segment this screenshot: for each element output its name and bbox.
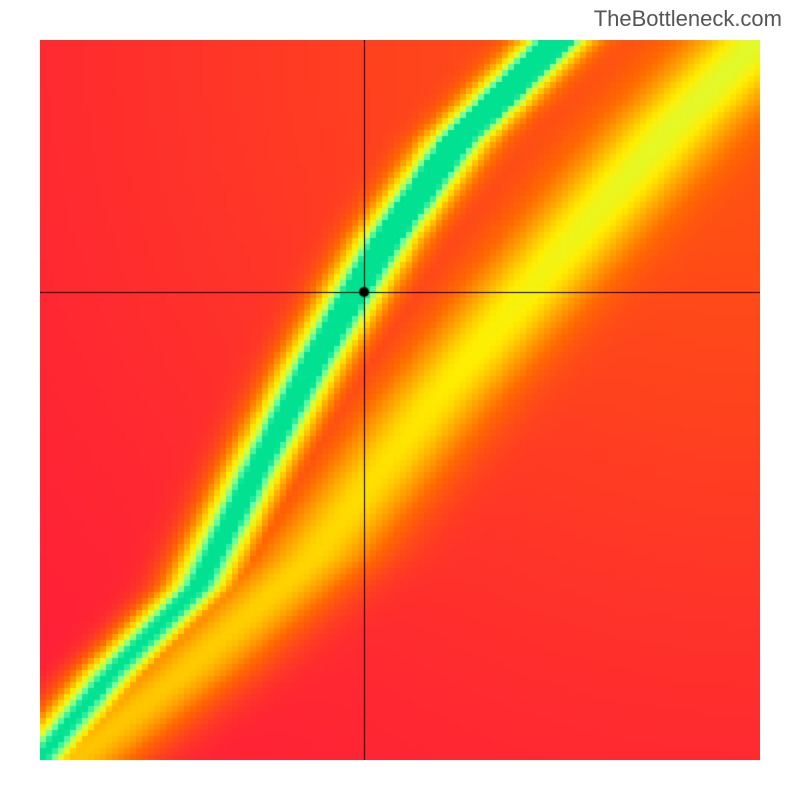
heatmap-plot <box>40 40 760 760</box>
heatmap-canvas <box>40 40 760 760</box>
figure-container: TheBottleneck.com <box>0 0 800 800</box>
watermark-label: TheBottleneck.com <box>594 6 782 32</box>
